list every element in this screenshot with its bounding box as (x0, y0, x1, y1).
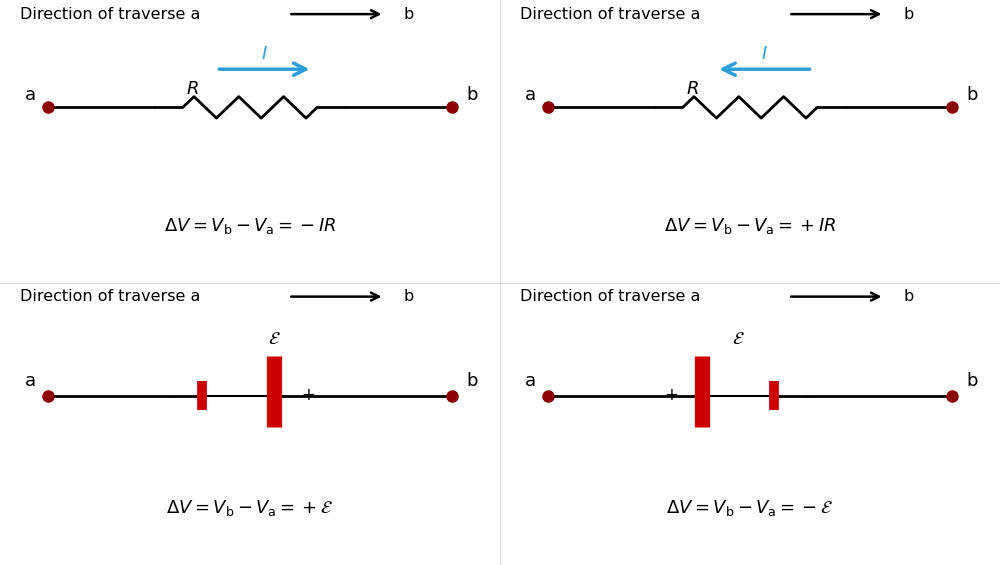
Text: $R$: $R$ (186, 80, 199, 98)
Text: $\Delta V = V_{\mathrm{b}} - V_{\mathrm{a}} = +\mathcal{E}$: $\Delta V = V_{\mathrm{b}} - V_{\mathrm{… (166, 498, 334, 519)
Text: b: b (466, 372, 478, 390)
Text: $\mathcal{E}$: $\mathcal{E}$ (732, 330, 744, 348)
Text: $\Delta V = V_{\mathrm{b}} - V_{\mathrm{a}} = -\mathcal{E}$: $\Delta V = V_{\mathrm{b}} - V_{\mathrm{… (666, 498, 834, 519)
Text: Direction of traverse a: Direction of traverse a (520, 289, 700, 304)
Text: $+$: $+$ (664, 386, 678, 405)
Text: b: b (404, 289, 414, 304)
Text: a: a (524, 372, 536, 390)
Text: a: a (524, 86, 536, 103)
Text: Direction of traverse a: Direction of traverse a (520, 7, 700, 21)
Text: Direction of traverse a: Direction of traverse a (20, 7, 200, 21)
Text: $-$: $-$ (164, 386, 178, 405)
Text: $I$: $I$ (261, 45, 268, 63)
Text: $+$: $+$ (301, 386, 315, 405)
Text: Direction of traverse a: Direction of traverse a (20, 289, 200, 304)
Text: $\Delta V = V_{\mathrm{b}} - V_{\mathrm{a}} = +IR$: $\Delta V = V_{\mathrm{b}} - V_{\mathrm{… (664, 216, 836, 236)
Text: $R$: $R$ (686, 80, 699, 98)
Text: $\mathcal{E}$: $\mathcal{E}$ (268, 330, 280, 348)
Text: a: a (24, 86, 36, 103)
Text: b: b (966, 372, 978, 390)
Text: a: a (24, 372, 36, 390)
Text: b: b (966, 86, 978, 103)
Text: b: b (904, 289, 914, 304)
Text: $I$: $I$ (761, 45, 768, 63)
Text: b: b (904, 7, 914, 21)
Text: $-$: $-$ (801, 386, 815, 405)
Text: $\Delta V = V_{\mathrm{b}} - V_{\mathrm{a}} = -IR$: $\Delta V = V_{\mathrm{b}} - V_{\mathrm{… (164, 216, 336, 236)
Text: b: b (404, 7, 414, 21)
Text: b: b (466, 86, 478, 103)
